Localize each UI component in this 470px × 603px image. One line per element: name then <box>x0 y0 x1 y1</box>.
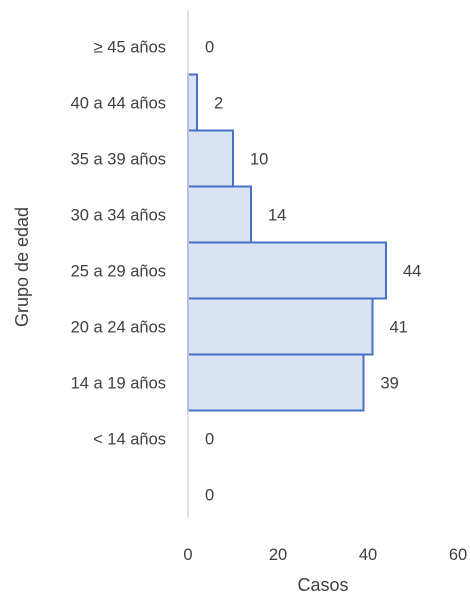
bar <box>187 297 374 356</box>
x-tick-label: 40 <box>359 546 377 564</box>
bar <box>187 185 252 244</box>
bar <box>187 129 234 188</box>
x-tick-label: 0 <box>183 546 192 564</box>
x-tick-label: 60 <box>449 546 467 564</box>
data-label: 41 <box>390 319 408 337</box>
data-labels: 0 2 10 14 44 41 39 0 0 <box>205 39 421 505</box>
category-labels: ≥ 45 años 40 a 44 años 35 a 39 años 30 a 34… <box>71 39 166 449</box>
bar <box>187 73 198 132</box>
data-label: 44 <box>403 263 421 281</box>
category-label: < 14 años <box>93 431 166 449</box>
data-label: 0 <box>205 39 214 57</box>
y-axis-title: Grupo de edad <box>12 207 32 327</box>
data-label: 10 <box>250 151 268 169</box>
data-label: 2 <box>214 95 223 113</box>
data-label: 0 <box>205 487 214 505</box>
bar <box>187 353 365 412</box>
category-label: 30 a 34 años <box>71 207 166 225</box>
x-axis-title: Casos <box>297 575 348 595</box>
category-label: 14 a 19 años <box>71 375 166 393</box>
x-tick-label: 20 <box>269 546 287 564</box>
category-label: 40 a 44 años <box>71 95 166 113</box>
data-label: 39 <box>381 375 399 393</box>
category-label: 35 a 39 años <box>71 151 166 169</box>
bar <box>187 241 387 300</box>
bars <box>187 73 387 412</box>
category-label: 20 a 24 años <box>71 319 166 337</box>
data-label: 14 <box>268 207 286 225</box>
category-label: ≥ 45 años <box>94 39 166 57</box>
category-label: 25 a 29 años <box>71 263 166 281</box>
x-tick-labels: 0 20 40 60 <box>183 546 467 564</box>
data-label: 0 <box>205 431 214 449</box>
